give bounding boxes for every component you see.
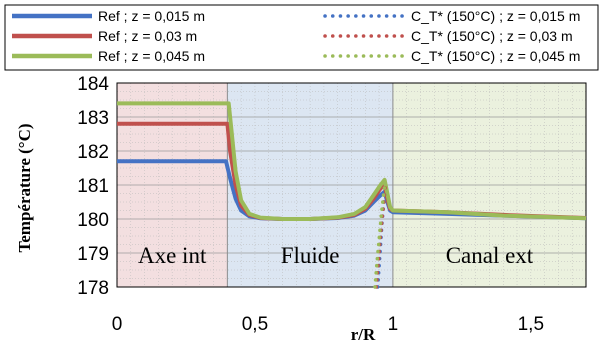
x-tick-label: 1,5: [518, 314, 544, 335]
region-label-2: Canal ext: [446, 243, 534, 268]
legend-label-4: C_T* (150°C) ; z = 0,03 m: [411, 28, 573, 44]
legend: Ref ; z = 0,015 m Ref ; z = 0,03 m Ref ; z…: [4, 4, 599, 71]
legend-label-3: C_T* (150°C) ; z = 0,015 m: [411, 8, 580, 24]
series-lines: [117, 101, 587, 289]
legend-label-0: Ref ; z = 0,015 m: [98, 8, 205, 24]
plot-frame: [116, 82, 587, 288]
y-axis-title: Température (°C): [15, 123, 34, 252]
x-tick-label: 1: [388, 314, 399, 335]
series-line-2: [117, 101, 587, 221]
y-tick-label: 182: [77, 142, 109, 163]
y-tick-label: 181: [77, 176, 109, 197]
series-line-5: [373, 179, 387, 289]
plot-area-frame: [116, 82, 587, 288]
x-tick-label: 0: [112, 314, 123, 335]
y-tick-label: 180: [77, 210, 109, 231]
y-tick-label: 178: [77, 278, 109, 299]
region-label-0: Axe int: [138, 243, 207, 268]
y-tick-label: 184: [77, 74, 109, 95]
region-labels: Axe int Fluide Canal ext: [138, 243, 534, 268]
y-tick-label: 179: [77, 244, 109, 265]
x-axis-title: r/R: [351, 325, 376, 344]
x-tick-label: 0,5: [242, 314, 268, 335]
legend-label-2: Ref ; z = 0,045 m: [98, 48, 205, 64]
tick-labels: 178 179 180 181 182 183 184 0 0,5 1 1,5: [77, 74, 544, 335]
region-label-1: Fluide: [281, 243, 340, 268]
legend-box: [4, 4, 599, 71]
legend-label-5: C_T* (150°C) ; z = 0,045 m: [411, 48, 580, 64]
legend-label-1: Ref ; z = 0,03 m: [98, 28, 197, 44]
y-tick-label: 183: [77, 108, 109, 129]
